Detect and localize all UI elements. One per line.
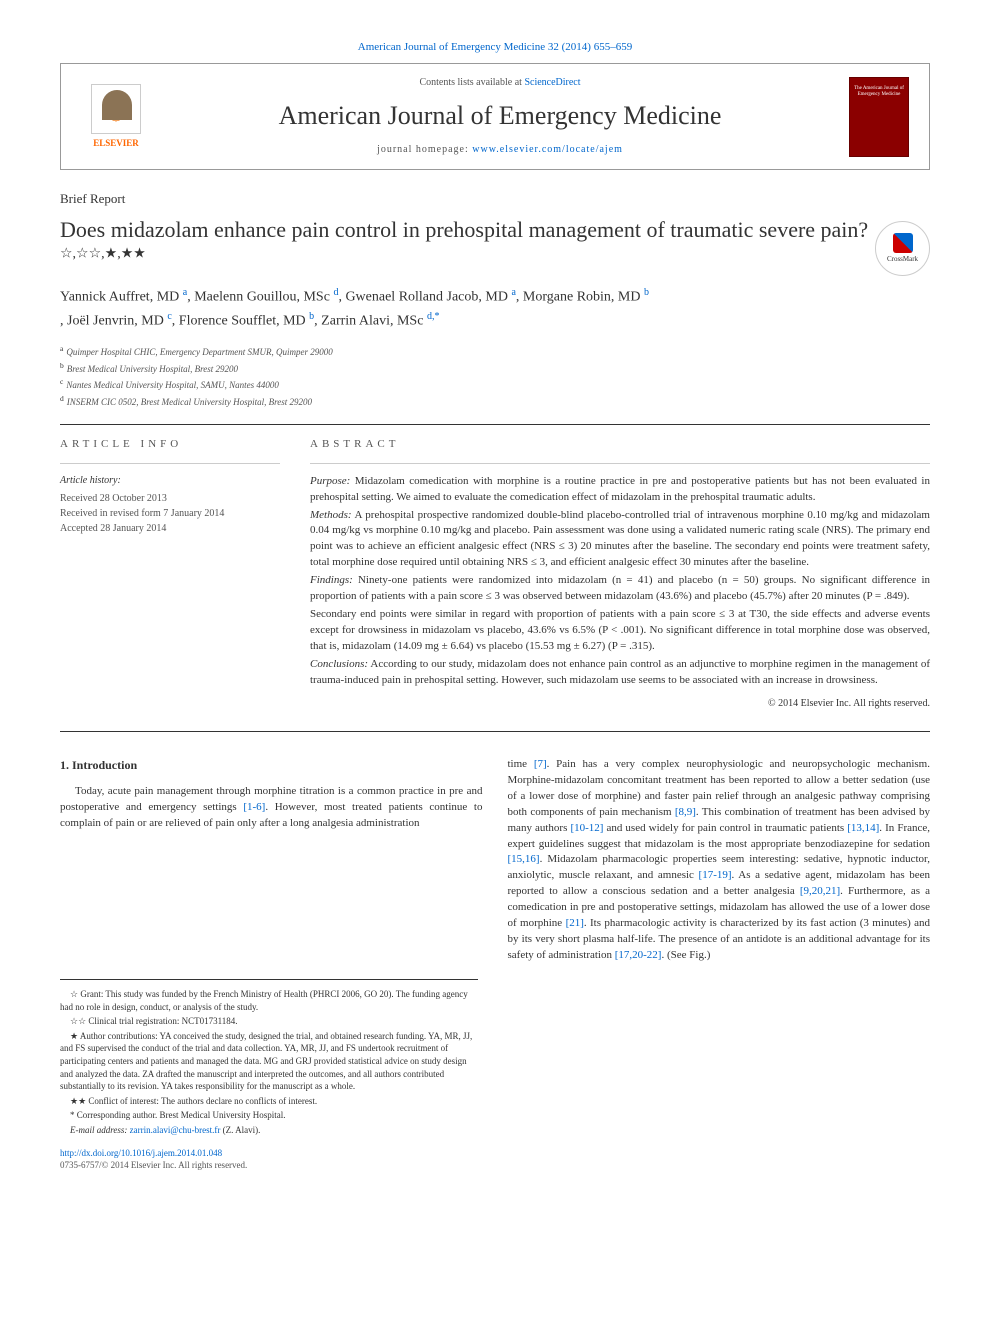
info-abstract-row: ARTICLE INFO Article history: Received 2… <box>60 437 930 711</box>
purpose-label: Purpose: <box>310 475 350 487</box>
ref-link[interactable]: [9,20,21] <box>800 885 840 897</box>
findings-label: Findings: <box>310 574 353 586</box>
body-col-right: time [7]. Pain has a very complex neurop… <box>508 757 931 964</box>
conclusions-label: Conclusions: <box>310 658 368 670</box>
author-1: Yannick Auffret, MD <box>60 290 183 305</box>
citation-header: American Journal of Emergency Medicine 3… <box>60 40 930 55</box>
contents-line: Contents lists available at ScienceDirec… <box>151 76 849 90</box>
ref-link[interactable]: [21] <box>566 917 584 929</box>
abstract-copyright: © 2014 Elsevier Inc. All rights reserved… <box>310 697 930 711</box>
author-3: , Gwenael Rolland Jacob, MD <box>338 290 511 305</box>
date-accepted: Accepted 28 January 2014 <box>60 521 280 536</box>
article-type: Brief Report <box>60 190 930 208</box>
body-col-left: 1. Introduction Today, acute pain manage… <box>60 757 483 964</box>
ref-link[interactable]: [7] <box>534 758 547 770</box>
ref-link[interactable]: [1-6] <box>243 801 265 813</box>
affiliation-a: aQuimper Hospital CHIC, Emergency Depart… <box>60 343 930 360</box>
crossmark-icon <box>893 233 913 253</box>
cover-text: The American Journal of Emergency Medici… <box>854 86 904 98</box>
author-6: , Florence Soufflet, MD <box>172 314 309 329</box>
footnote-conflict: ★★ Conflict of interest: The authors dec… <box>60 1095 478 1108</box>
author-7-aff[interactable]: d,* <box>427 311 440 322</box>
homepage-label: journal homepage: <box>377 144 472 155</box>
date-revised: Received in revised form 7 January 2014 <box>60 506 280 521</box>
findings2-text: Secondary end points were similar in reg… <box>310 608 930 652</box>
divider-light <box>60 463 280 464</box>
body-paragraph: time [7]. Pain has a very complex neurop… <box>508 757 931 964</box>
article-info-col: ARTICLE INFO Article history: Received 2… <box>60 437 280 711</box>
methods-label: Methods: <box>310 509 352 521</box>
author-7: , Zarrin Alavi, MSc <box>314 314 427 329</box>
elsevier-logo: ELSEVIER <box>81 77 151 157</box>
journal-left: ELSEVIER <box>81 77 151 157</box>
footnote-contributions: ★ Author contributions: YA conceived the… <box>60 1030 478 1093</box>
abstract-heading: ABSTRACT <box>310 437 930 452</box>
author-5: , Joël Jenvrin, MD <box>60 314 167 329</box>
divider-light <box>310 463 930 464</box>
elsevier-label: ELSEVIER <box>93 137 139 150</box>
journal-homepage: journal homepage: www.elsevier.com/locat… <box>151 143 849 157</box>
abstract-text: Purpose: Midazolam comedication with mor… <box>310 474 930 689</box>
history-label: Article history: <box>60 474 280 488</box>
journal-cover-thumbnail: The American Journal of Emergency Medici… <box>849 77 909 157</box>
copyright-bottom: 0735-6757/© 2014 Elsevier Inc. All right… <box>60 1159 930 1172</box>
methods-text: A prehospital prospective randomized dou… <box>310 509 930 569</box>
journal-center: Contents lists available at ScienceDirec… <box>151 76 849 156</box>
article-title: Does midazolam enhance pain control in p… <box>60 216 930 273</box>
title-text: Does midazolam enhance pain control in p… <box>60 217 868 242</box>
footnote-trial: ☆☆ Clinical trial registration: NCT01731… <box>60 1015 478 1028</box>
citation-link[interactable]: American Journal of Emergency Medicine 3… <box>358 41 632 53</box>
footnote-email: E-mail address: zarrin.alavi@chu-brest.f… <box>60 1124 478 1137</box>
ref-link[interactable]: [17-19] <box>699 869 732 881</box>
info-heading: ARTICLE INFO <box>60 437 280 452</box>
divider <box>60 424 930 425</box>
journal-name: American Journal of Emergency Medicine <box>151 98 849 134</box>
body-paragraph: Today, acute pain management through mor… <box>60 784 483 832</box>
crossmark-badge[interactable]: CrossMark <box>875 221 930 276</box>
ref-link[interactable]: [13,14] <box>847 822 879 834</box>
homepage-link[interactable]: www.elsevier.com/locate/ajem <box>472 144 623 155</box>
doi-link[interactable]: http://dx.doi.org/10.1016/j.ajem.2014.01… <box>60 1148 222 1158</box>
ref-link[interactable]: [10-12] <box>570 822 603 834</box>
email-link[interactable]: zarrin.alavi@chu-brest.fr <box>130 1125 221 1135</box>
conclusions-text: According to our study, midazolam does n… <box>310 658 930 686</box>
crossmark-label: CrossMark <box>887 255 918 264</box>
abstract-col: ABSTRACT Purpose: Midazolam comedication… <box>310 437 930 711</box>
affiliation-c: cNantes Medical University Hospital, SAM… <box>60 376 930 393</box>
doi-line: http://dx.doi.org/10.1016/j.ajem.2014.01… <box>60 1147 930 1160</box>
authors-list: Yannick Auffret, MD a, Maelenn Gouillou,… <box>60 285 930 333</box>
elsevier-tree-icon <box>91 84 141 134</box>
ref-link[interactable]: [8,9] <box>675 806 696 818</box>
body-columns: 1. Introduction Today, acute pain manage… <box>60 757 930 964</box>
contents-text: Contents lists available at <box>419 77 524 88</box>
ref-link[interactable]: [15,16] <box>508 853 540 865</box>
footnote-grant: ☆ Grant: This study was funded by the Fr… <box>60 988 478 1013</box>
affiliation-b: bBrest Medical University Hospital, Bres… <box>60 360 930 377</box>
divider <box>60 731 930 732</box>
title-footnote-symbols: ☆,☆☆,★,★★ <box>60 246 146 261</box>
findings-text: Ninety-one patients were randomized into… <box>310 574 930 602</box>
section-heading-introduction: 1. Introduction <box>60 757 483 774</box>
footnote-corresponding: * Corresponding author. Brest Medical Un… <box>60 1109 478 1122</box>
info-dates: Received 28 October 2013 Received in rev… <box>60 491 280 536</box>
affiliation-d: dINSERM CIC 0502, Brest Medical Universi… <box>60 393 930 410</box>
journal-header-box: ELSEVIER Contents lists available at Sci… <box>60 63 930 169</box>
purpose-text: Midazolam comedication with morphine is … <box>310 475 930 503</box>
ref-link[interactable]: [17,20-22] <box>615 949 662 961</box>
author-4-aff[interactable]: b <box>644 287 649 298</box>
affiliations: aQuimper Hospital CHIC, Emergency Depart… <box>60 343 930 409</box>
sciencedirect-link[interactable]: ScienceDirect <box>524 77 580 88</box>
author-4: , Morgane Robin, MD <box>516 290 644 305</box>
author-2: , Maelenn Gouillou, MSc <box>187 290 333 305</box>
date-received: Received 28 October 2013 <box>60 491 280 506</box>
footnotes: ☆ Grant: This study was funded by the Fr… <box>60 979 478 1137</box>
